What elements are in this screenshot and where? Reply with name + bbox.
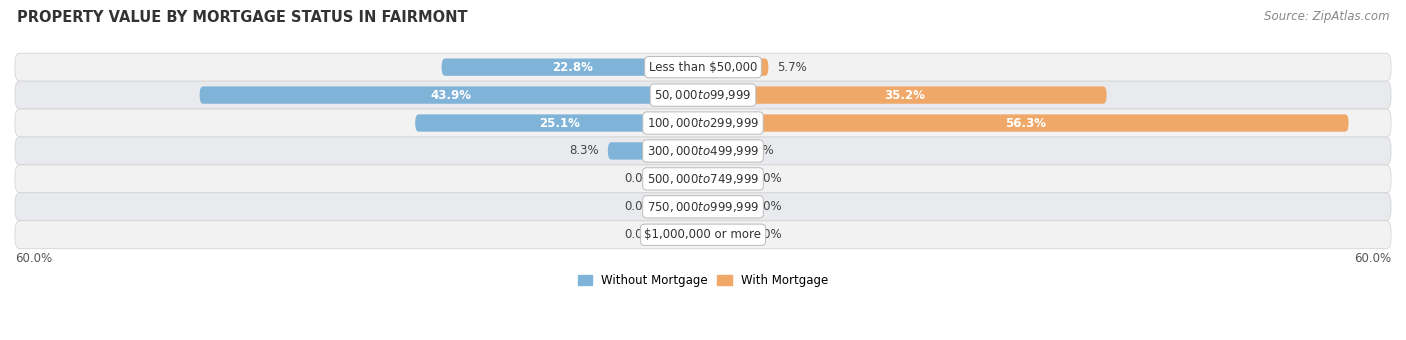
- FancyBboxPatch shape: [441, 58, 703, 76]
- FancyBboxPatch shape: [15, 81, 1391, 109]
- Text: 2.8%: 2.8%: [744, 144, 775, 157]
- FancyBboxPatch shape: [703, 86, 1107, 104]
- FancyBboxPatch shape: [703, 114, 1348, 132]
- Text: 8.3%: 8.3%: [569, 144, 599, 157]
- Text: 0.0%: 0.0%: [752, 200, 782, 213]
- FancyBboxPatch shape: [15, 165, 1391, 193]
- Text: 5.7%: 5.7%: [778, 61, 807, 74]
- FancyBboxPatch shape: [703, 170, 744, 188]
- FancyBboxPatch shape: [703, 142, 735, 159]
- FancyBboxPatch shape: [415, 114, 703, 132]
- FancyBboxPatch shape: [703, 226, 744, 243]
- Text: $750,000 to $999,999: $750,000 to $999,999: [647, 200, 759, 214]
- Text: $300,000 to $499,999: $300,000 to $499,999: [647, 144, 759, 158]
- Text: $50,000 to $99,999: $50,000 to $99,999: [654, 88, 752, 102]
- Text: Less than $50,000: Less than $50,000: [648, 61, 758, 74]
- FancyBboxPatch shape: [703, 58, 768, 76]
- Text: PROPERTY VALUE BY MORTGAGE STATUS IN FAIRMONT: PROPERTY VALUE BY MORTGAGE STATUS IN FAI…: [17, 10, 468, 25]
- FancyBboxPatch shape: [662, 170, 703, 188]
- FancyBboxPatch shape: [703, 198, 744, 216]
- Legend: Without Mortgage, With Mortgage: Without Mortgage, With Mortgage: [574, 269, 832, 292]
- Text: 0.0%: 0.0%: [752, 172, 782, 185]
- FancyBboxPatch shape: [662, 198, 703, 216]
- Text: Source: ZipAtlas.com: Source: ZipAtlas.com: [1264, 10, 1389, 23]
- Text: $500,000 to $749,999: $500,000 to $749,999: [647, 172, 759, 186]
- Text: 60.0%: 60.0%: [1354, 252, 1391, 265]
- FancyBboxPatch shape: [15, 53, 1391, 81]
- FancyBboxPatch shape: [662, 226, 703, 243]
- FancyBboxPatch shape: [200, 86, 703, 104]
- Text: 22.8%: 22.8%: [551, 61, 593, 74]
- Text: 43.9%: 43.9%: [430, 89, 472, 102]
- Text: 0.0%: 0.0%: [624, 228, 654, 241]
- Text: 56.3%: 56.3%: [1005, 117, 1046, 130]
- Text: 60.0%: 60.0%: [15, 252, 52, 265]
- FancyBboxPatch shape: [607, 142, 703, 159]
- Text: 0.0%: 0.0%: [624, 172, 654, 185]
- FancyBboxPatch shape: [15, 137, 1391, 165]
- Text: 0.0%: 0.0%: [752, 228, 782, 241]
- Text: $1,000,000 or more: $1,000,000 or more: [644, 228, 762, 241]
- FancyBboxPatch shape: [15, 221, 1391, 249]
- Text: $100,000 to $299,999: $100,000 to $299,999: [647, 116, 759, 130]
- Text: 25.1%: 25.1%: [538, 117, 579, 130]
- Text: 35.2%: 35.2%: [884, 89, 925, 102]
- FancyBboxPatch shape: [15, 193, 1391, 221]
- Text: 0.0%: 0.0%: [624, 200, 654, 213]
- FancyBboxPatch shape: [15, 109, 1391, 137]
